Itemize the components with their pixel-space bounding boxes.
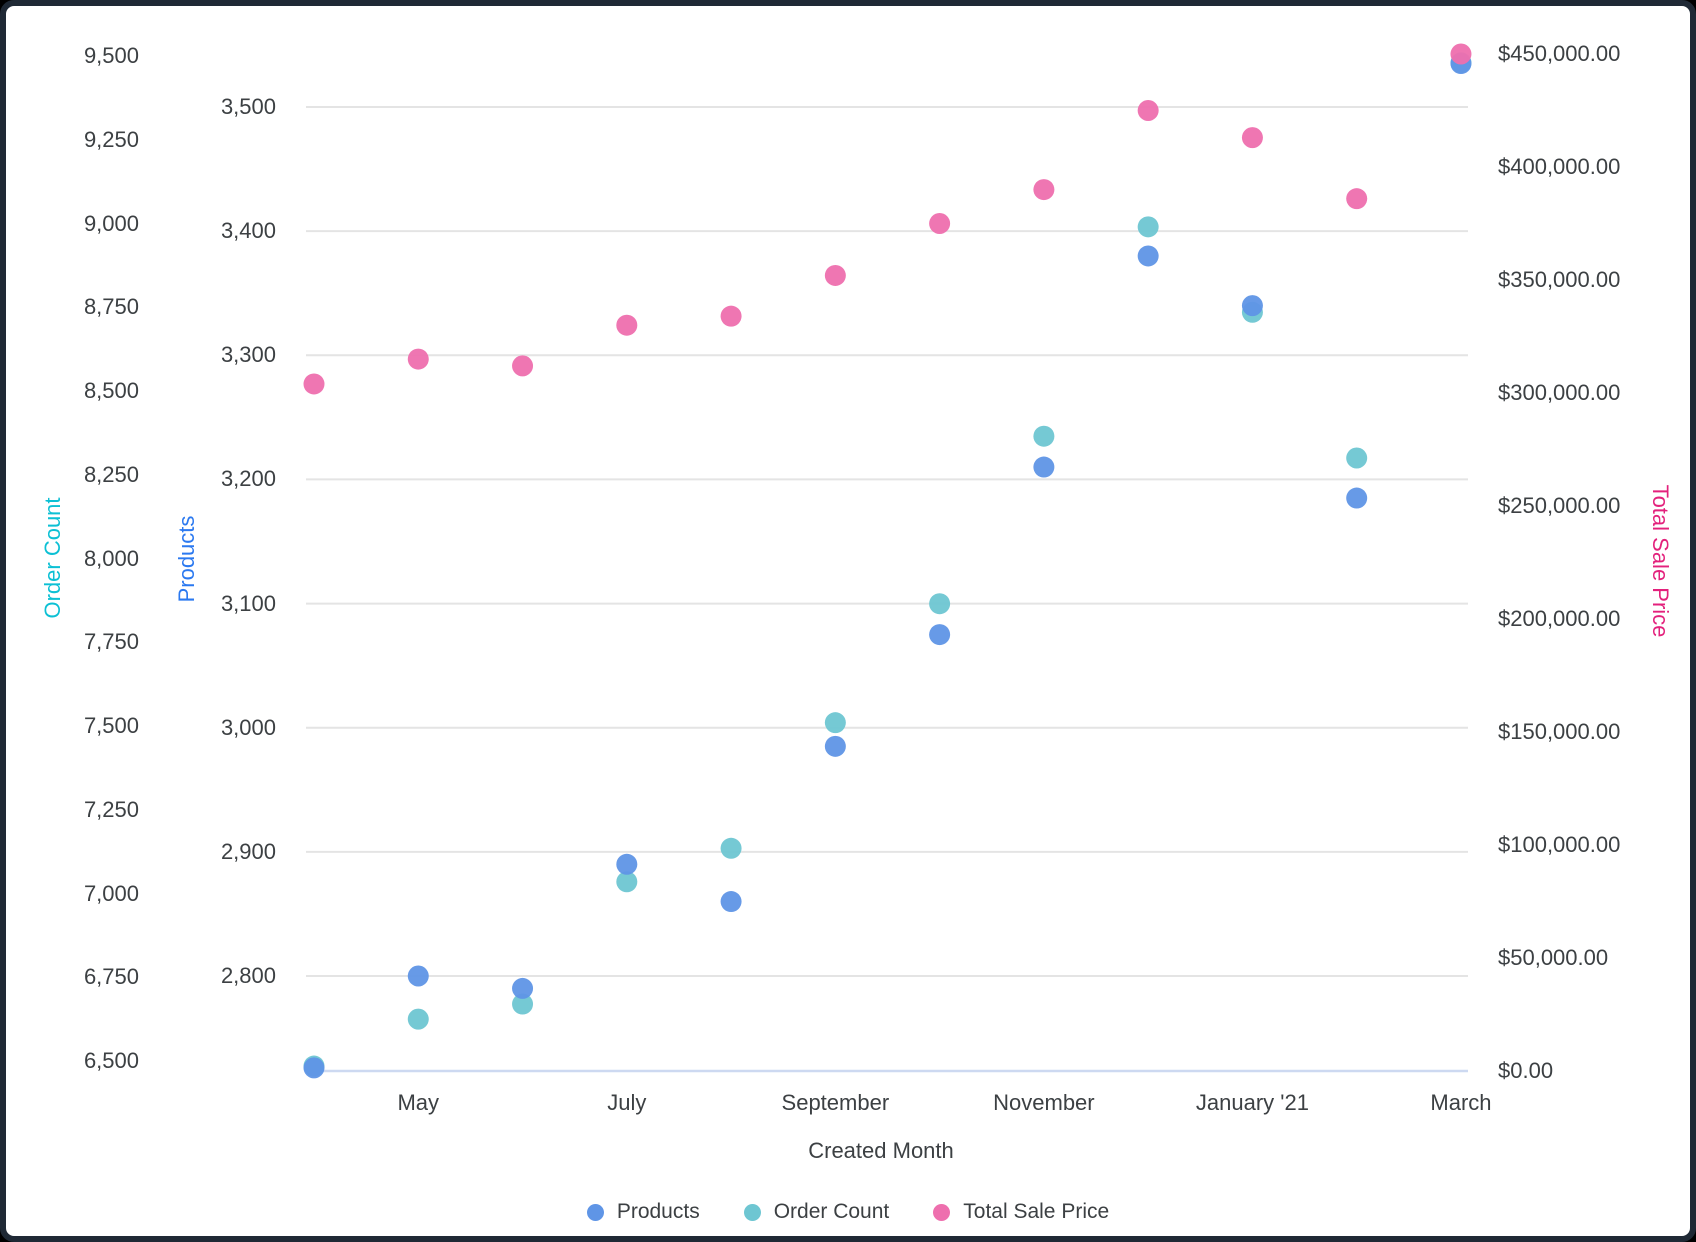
legend: Products Order Count Total Sale Price — [6, 1199, 1690, 1225]
total-sale-price-legend-dot-icon — [933, 1203, 951, 1221]
legend-item-products[interactable]: Products — [586, 1199, 700, 1225]
products-tick-label: 3,100 — [220, 590, 276, 616]
data-point-order-count[interactable] — [512, 993, 534, 1015]
products-tick-label: 3,400 — [220, 218, 276, 244]
x-axis-title: Created Month — [808, 1138, 954, 1163]
order-count-tick-label: 9,250 — [83, 126, 139, 152]
data-point-total-sale-price[interactable] — [512, 355, 534, 377]
order-count-tick-label: 6,500 — [83, 1048, 139, 1073]
data-point-order-count[interactable] — [616, 871, 638, 893]
data-point-total-sale-price[interactable] — [1346, 188, 1368, 210]
x-tick-label: November — [993, 1090, 1095, 1115]
data-point-total-sale-price[interactable] — [720, 305, 742, 327]
data-point-order-count[interactable] — [407, 1008, 429, 1030]
products-tick-label: 3,000 — [220, 714, 276, 740]
x-tick-label: January '21 — [1195, 1090, 1309, 1115]
data-point-order-count[interactable] — [1346, 447, 1368, 469]
price-tick-label: $250,000.00 — [1498, 493, 1621, 518]
products-tick-label: 2,900 — [220, 838, 276, 864]
products-tick-label: 2,800 — [220, 963, 276, 988]
x-tick-label: May — [397, 1090, 440, 1115]
order-count-legend-dot-icon — [743, 1203, 761, 1221]
order-count-tick-label: 7,000 — [83, 880, 139, 906]
price-tick-label: $50,000.00 — [1498, 945, 1609, 970]
products-legend-dot-icon — [586, 1203, 604, 1221]
legend-item-total-sale-price[interactable]: Total Sale Price — [933, 1199, 1109, 1225]
data-point-total-sale-price[interactable] — [929, 213, 951, 234]
products-tick-label: 3,500 — [220, 94, 276, 119]
price-tick-label: $350,000.00 — [1498, 267, 1621, 292]
order-count-tick-label: 7,250 — [83, 796, 139, 822]
legend-item-order-count[interactable]: Order Count — [743, 1199, 890, 1225]
order-count-tick-label: 8,500 — [83, 378, 139, 403]
data-point-total-sale-price[interactable] — [616, 314, 638, 336]
data-point-products[interactable] — [929, 624, 951, 646]
order-count-axis-title: Order Count — [40, 497, 65, 619]
order-count-tick-label: 9,000 — [83, 210, 139, 236]
price-tick-label: $150,000.00 — [1498, 719, 1621, 744]
data-point-products[interactable] — [824, 735, 846, 757]
data-point-products[interactable] — [720, 891, 742, 913]
products-tick-label: 3,300 — [220, 342, 276, 368]
data-point-total-sale-price[interactable] — [407, 348, 429, 370]
data-point-products[interactable] — [1033, 456, 1055, 478]
data-point-order-count[interactable] — [824, 712, 846, 734]
price-tick-label: $200,000.00 — [1498, 606, 1621, 631]
x-tick-label: September — [781, 1090, 890, 1115]
data-point-total-sale-price[interactable] — [824, 264, 846, 286]
legend-label-order-count: Order Count — [773, 1200, 890, 1223]
data-point-products[interactable] — [1346, 487, 1368, 509]
data-point-order-count[interactable] — [1137, 216, 1159, 238]
scatter-plot-canvas — [303, 43, 1472, 1079]
data-point-total-sale-price[interactable] — [1137, 100, 1159, 121]
order-count-tick-label: 6,750 — [83, 964, 139, 990]
data-point-products[interactable] — [512, 977, 534, 999]
data-point-order-count[interactable] — [1033, 425, 1055, 447]
order-count-tick-label: 7,750 — [83, 629, 139, 655]
products-axis-title: Products — [174, 515, 199, 603]
data-point-total-sale-price[interactable] — [1450, 43, 1472, 65]
price-tick-label: $450,000.00 — [1498, 41, 1621, 66]
order-count-tick-label: 8,750 — [83, 294, 139, 320]
order-count-tick-label: 7,500 — [83, 713, 139, 738]
price-tick-label: $0.00 — [1498, 1058, 1554, 1083]
data-point-order-count[interactable] — [929, 593, 951, 615]
data-point-products[interactable] — [303, 1057, 325, 1079]
data-point-total-sale-price[interactable] — [303, 373, 325, 395]
data-point-total-sale-price[interactable] — [1033, 179, 1055, 201]
data-point-products[interactable] — [407, 965, 429, 987]
order-count-tick-label: 8,000 — [83, 545, 139, 571]
legend-label-products: Products — [616, 1200, 700, 1223]
x-tick-label: July — [607, 1090, 647, 1115]
data-point-order-count[interactable] — [720, 837, 742, 859]
data-point-total-sale-price[interactable] — [1241, 127, 1263, 149]
data-point-products[interactable] — [1241, 295, 1263, 317]
price-tick-label: $400,000.00 — [1498, 154, 1621, 179]
legend-label-total-sale-price: Total Sale Price — [963, 1200, 1110, 1223]
price-tick-label: $300,000.00 — [1498, 380, 1621, 405]
price-tick-label: $100,000.00 — [1498, 832, 1621, 857]
order-count-tick-label: 8,250 — [83, 461, 139, 487]
data-point-products[interactable] — [1137, 245, 1159, 267]
total-sale-price-axis-title: Total Sale Price — [1648, 484, 1673, 638]
data-point-products[interactable] — [616, 853, 638, 875]
x-tick-label: March — [1430, 1090, 1492, 1115]
products-tick-label: 3,200 — [220, 466, 276, 492]
order-count-tick-label: 9,500 — [83, 43, 139, 68]
